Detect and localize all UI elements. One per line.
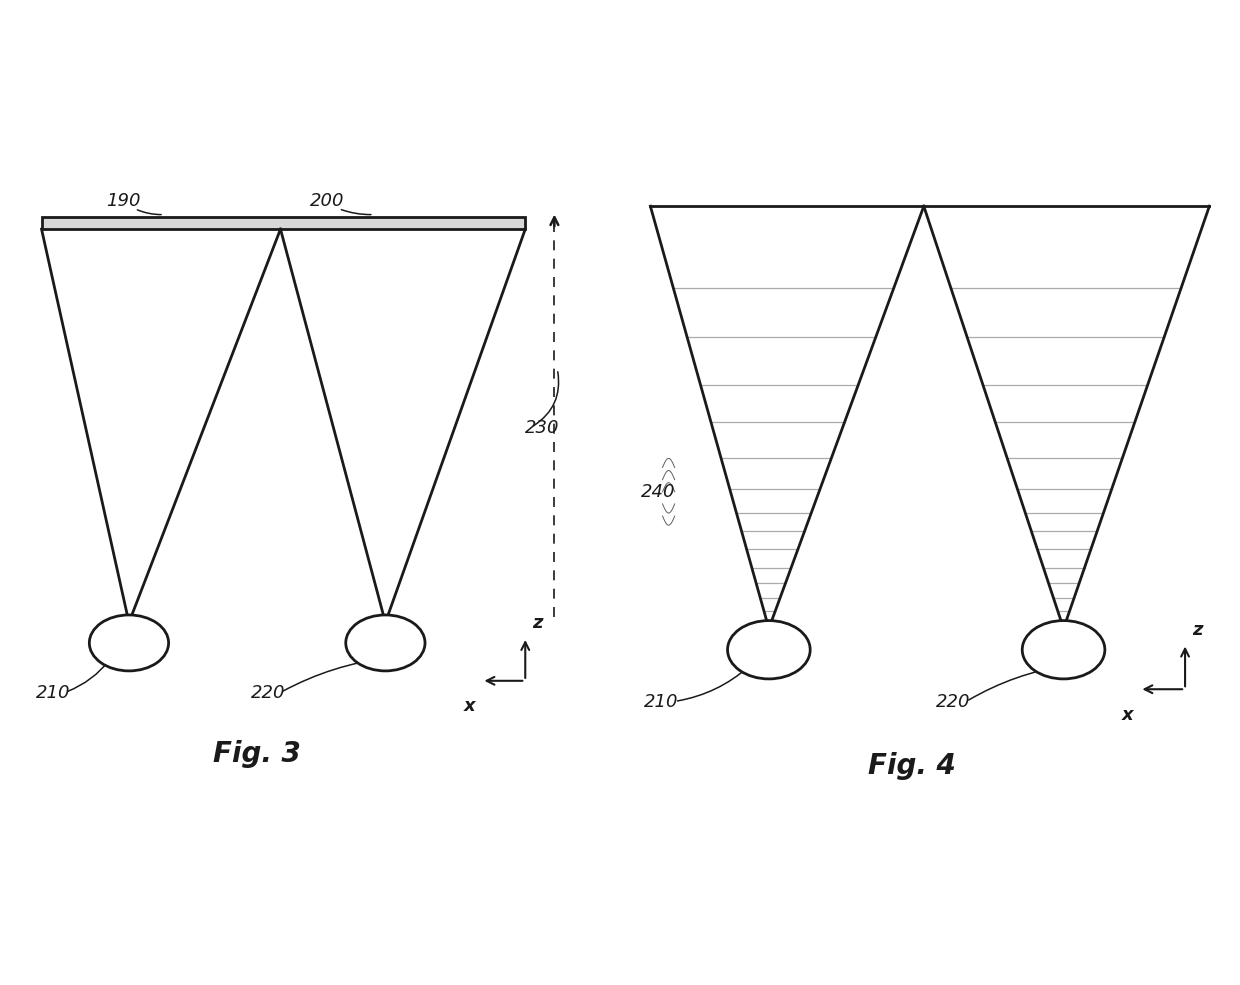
Polygon shape xyxy=(42,218,526,230)
Text: 210: 210 xyxy=(645,693,678,711)
Text: x: x xyxy=(464,697,476,715)
Text: 240: 240 xyxy=(641,483,676,500)
Text: 220: 220 xyxy=(252,685,286,702)
Text: z: z xyxy=(1193,621,1203,639)
Ellipse shape xyxy=(728,621,810,679)
Text: 210: 210 xyxy=(36,685,71,702)
Text: z: z xyxy=(532,615,543,632)
Text: 230: 230 xyxy=(526,419,559,437)
Ellipse shape xyxy=(346,615,425,671)
Text: x: x xyxy=(1122,706,1133,724)
Text: Fig. 3: Fig. 3 xyxy=(213,740,301,768)
Ellipse shape xyxy=(89,615,169,671)
Text: 190: 190 xyxy=(105,192,140,210)
Ellipse shape xyxy=(1022,621,1105,679)
Text: 220: 220 xyxy=(936,693,971,711)
Text: Fig. 4: Fig. 4 xyxy=(868,753,956,780)
Text: 200: 200 xyxy=(310,192,345,210)
